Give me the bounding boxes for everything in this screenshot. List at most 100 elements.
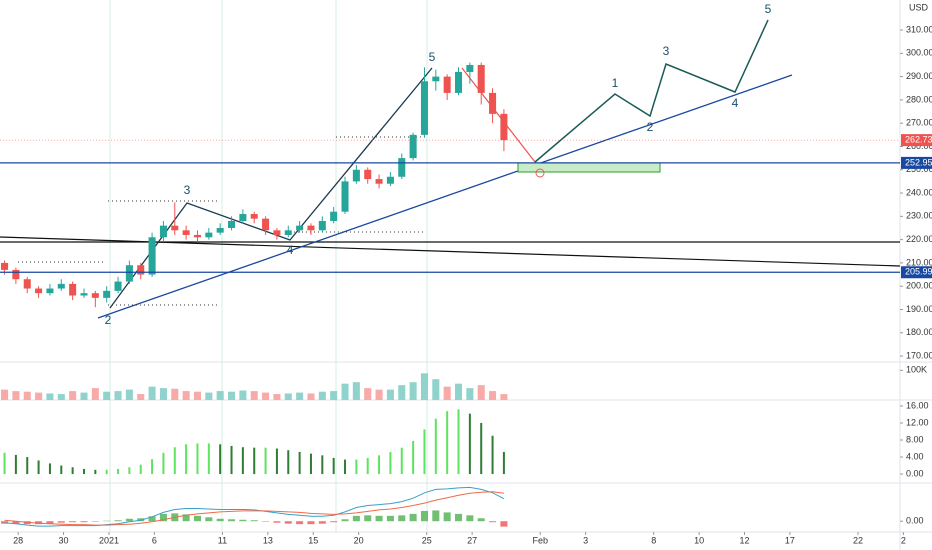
bar [162,452,165,475]
bar [117,468,120,475]
macd-bar [35,521,43,525]
y-tick-label: 180.00 [906,327,932,337]
y-tick-label: 0.00 [906,516,924,526]
candle-body [114,281,122,291]
candle-body [454,71,463,93]
bar [171,388,179,400]
macd-bar [386,515,394,522]
candle-body [477,64,485,93]
candle-body [489,92,497,114]
macd-bar [228,519,236,522]
y-tick-label: 100K [906,365,927,375]
bar [489,391,497,400]
x-tick-label: 27 [467,535,477,545]
bar [321,455,324,475]
candle-body [318,220,326,231]
bar [94,469,97,475]
x-tick-label: 22 [853,535,863,545]
bar [114,391,122,400]
x-tick-label: 11 [218,535,227,545]
y-tick-label: 280.00 [906,94,932,104]
macd-bar [443,512,451,522]
candle-body [12,269,20,280]
macd-bar [409,513,417,522]
y-tick-label: 8.00 [906,434,924,444]
macd-bar [466,515,474,522]
bar [219,444,222,475]
x-tick-label: 10 [694,535,704,545]
macd-bar [250,520,258,522]
candle-body [364,169,372,180]
bar [434,418,437,475]
candle-body [386,176,394,184]
macd-bar [477,518,485,522]
bar [125,389,133,400]
y-tick-label: 220.00 [906,234,932,244]
bar [364,388,372,400]
bar [205,392,213,400]
candle-body [420,81,428,135]
macd-bar [375,515,383,522]
candle-body [216,227,224,233]
macd-bar [330,521,338,523]
bar [57,394,65,400]
candle-body [205,232,213,238]
bar [250,391,258,400]
bar [105,469,108,475]
candle-body [182,230,190,235]
bar [500,394,508,400]
bar [409,382,417,400]
x-tick-label: 13 [263,535,273,545]
bar [182,391,190,400]
candle-body [466,64,474,72]
bar [60,465,63,475]
bar [491,435,494,475]
bar [196,443,199,475]
bar [185,444,188,475]
x-tick-label: 12 [740,535,750,545]
wave-label: 3 [663,44,670,58]
bar [355,459,358,475]
bar [412,440,415,475]
bar [241,447,244,475]
bar [432,379,440,400]
wave-label: 2 [105,313,112,327]
wave-label: 4 [732,96,739,110]
bar [151,459,154,475]
candle-body [171,225,179,231]
candle-body [409,134,417,159]
bar [378,455,381,475]
macd-bar [193,515,201,522]
bar [239,390,247,400]
bar [318,391,326,400]
x-tick-label: 8 [651,535,656,545]
y-tick-label: 250.00 [906,164,932,174]
candle-body [443,76,451,93]
bar [35,392,43,400]
bar [457,409,460,475]
x-tick-label: 15 [308,535,318,545]
candle-body [284,230,292,235]
y-tick-label: 240.00 [906,187,932,197]
y-tick-label: 190.00 [906,304,932,314]
x-tick-label: 28 [13,535,23,545]
bar [228,391,236,400]
bar [423,429,426,475]
price-tag-label: 252.95 [905,157,932,167]
bar [341,383,349,400]
bar [296,392,304,400]
bar [420,373,428,400]
y-tick-label: 0.00 [906,468,924,478]
macd-bar [205,517,213,522]
candle-body [103,290,111,298]
candle-body [432,76,440,82]
bar [71,467,74,475]
candle-body [91,293,99,298]
price-tag-label: 262.73 [905,134,932,144]
macd-bar [454,513,463,522]
x-tick-label: 30 [59,535,69,545]
x-tick-label: 17 [785,535,795,545]
macd-bar [318,521,326,524]
